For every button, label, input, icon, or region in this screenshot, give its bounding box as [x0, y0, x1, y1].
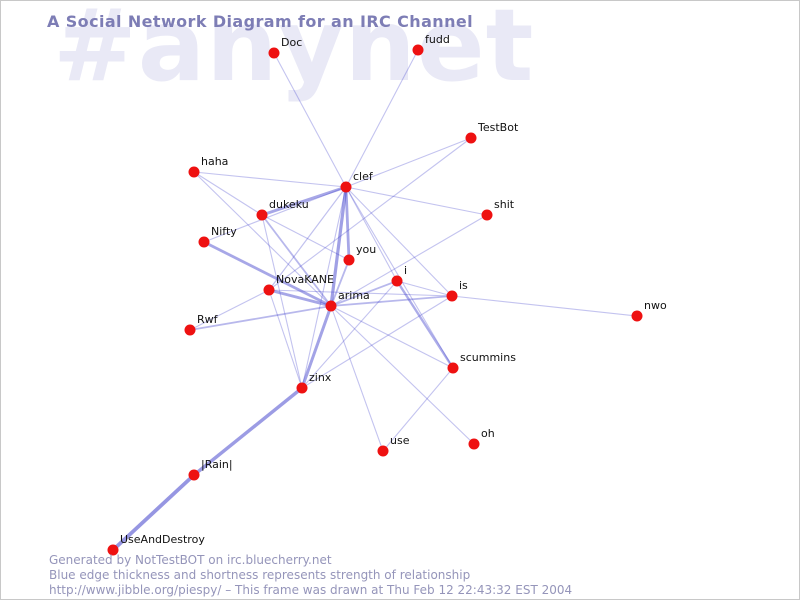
node-label-TestBot: TestBot — [478, 121, 519, 134]
edge-NovaKANE-Rwf — [189, 289, 270, 331]
footer-edge-legend: Blue edge thickness and shortness repres… — [49, 568, 471, 582]
edge-arima-oh — [330, 305, 475, 445]
node-Nifty — [198, 236, 210, 248]
node-label-fudd: fudd — [425, 33, 450, 46]
node-TestBot — [465, 132, 477, 144]
footer-url-timestamp: http://www.jibble.org/piespy/ – This fra… — [49, 583, 573, 597]
edge-clef-i — [345, 186, 398, 282]
node-UseAndDestroy — [107, 544, 119, 556]
edge-haha-arima — [193, 171, 332, 307]
edge-TestBot-NovaKANE — [268, 137, 472, 291]
edge-haha-clef — [193, 171, 347, 188]
edge-TestBot-clef — [345, 137, 472, 188]
edge-dukeku-you — [261, 214, 350, 261]
node-oh — [468, 438, 480, 450]
node-i — [391, 275, 403, 287]
node-scummins — [447, 362, 459, 374]
edge-is-zinx — [301, 295, 453, 389]
node-label-arima: arima — [338, 289, 370, 302]
edge-clef-NovaKANE — [268, 186, 347, 291]
node-label-you: you — [356, 243, 377, 256]
edge-dukeku-arima — [261, 214, 332, 307]
page-title: A Social Network Diagram for an IRC Chan… — [47, 12, 474, 31]
node-nwo — [631, 310, 643, 322]
edge-clef-zinx — [301, 186, 347, 389]
node-label-clef: clef — [353, 170, 373, 183]
node-label-Doc: Doc — [281, 36, 303, 49]
edge-i-is — [396, 280, 453, 297]
edge-clef-arima — [329, 186, 348, 307]
edge-arima-is — [330, 295, 453, 307]
edge-Rain-UseAndDestroy — [111, 473, 196, 552]
edge-shit-arima — [330, 214, 488, 307]
node-label-Nifty: Nifty — [211, 225, 237, 238]
edge-fudd-clef — [345, 49, 419, 188]
node-arima — [325, 300, 337, 312]
node-label-dukeku: dukeku — [269, 198, 309, 211]
edge-NovaKANE-is — [268, 289, 453, 297]
node-label-shit: shit — [494, 198, 515, 211]
node-is — [446, 290, 458, 302]
edge-you-arima — [330, 259, 350, 307]
node-you — [343, 254, 355, 266]
node-label-Rain: |Rain| — [201, 458, 233, 471]
edge-dukeku-clef — [261, 185, 347, 217]
edge-arima-Rwf — [189, 305, 332, 331]
node-Rwf — [184, 324, 196, 336]
edge-is-nwo — [451, 295, 638, 317]
edge-Nifty-clef — [203, 186, 347, 243]
edge-clef-is — [345, 186, 453, 297]
node-label-scummins: scummins — [460, 351, 516, 364]
edge-i-scummins — [395, 280, 455, 369]
edge-arima-use — [330, 305, 384, 452]
edge-scummins-use — [382, 367, 454, 452]
node-label-i: i — [404, 264, 408, 277]
node-Rain — [188, 469, 200, 481]
channel-watermark: #anynet — [53, 0, 535, 104]
edge-dukeku-zinx — [261, 214, 303, 389]
edge-i-arima — [330, 280, 398, 307]
node-label-use: use — [390, 434, 410, 447]
node-use — [377, 445, 389, 457]
node-label-nwo: nwo — [644, 299, 667, 312]
edge-NovaKANE-zinx — [268, 289, 303, 389]
node-label-zinx: zinx — [309, 371, 332, 384]
footer-generated-by: Generated by NotTestBOT on irc.bluecherr… — [49, 553, 332, 567]
node-dukeku — [256, 209, 268, 221]
node-label-UseAndDestroy: UseAndDestroy — [120, 533, 205, 546]
node-fudd — [412, 44, 424, 56]
node-zinx — [296, 382, 308, 394]
edge-clef-you — [344, 186, 351, 261]
node-clef — [340, 181, 352, 193]
edge-arima-scummins — [330, 305, 454, 369]
edge-zinx-Rain — [192, 386, 304, 477]
node-NovaKANE — [263, 284, 275, 296]
node-label-Rwf: Rwf — [197, 313, 218, 326]
edge-shit-clef — [345, 186, 488, 216]
edge-NovaKANE-arima — [268, 288, 332, 308]
node-label-NovaKANE: NovaKANE — [276, 273, 334, 286]
node-label-haha: haha — [201, 155, 229, 168]
node-label-is: is — [459, 279, 468, 292]
node-haha — [188, 166, 200, 178]
edge-arima-zinx — [300, 305, 333, 389]
node-shit — [481, 209, 493, 221]
edge-haha-dukeku — [193, 171, 263, 216]
node-Doc — [268, 47, 280, 59]
edge-Doc-clef — [273, 52, 347, 188]
edge-i-zinx — [301, 280, 398, 389]
node-label-oh: oh — [481, 427, 495, 440]
edge-Nifty-arima — [203, 240, 332, 308]
